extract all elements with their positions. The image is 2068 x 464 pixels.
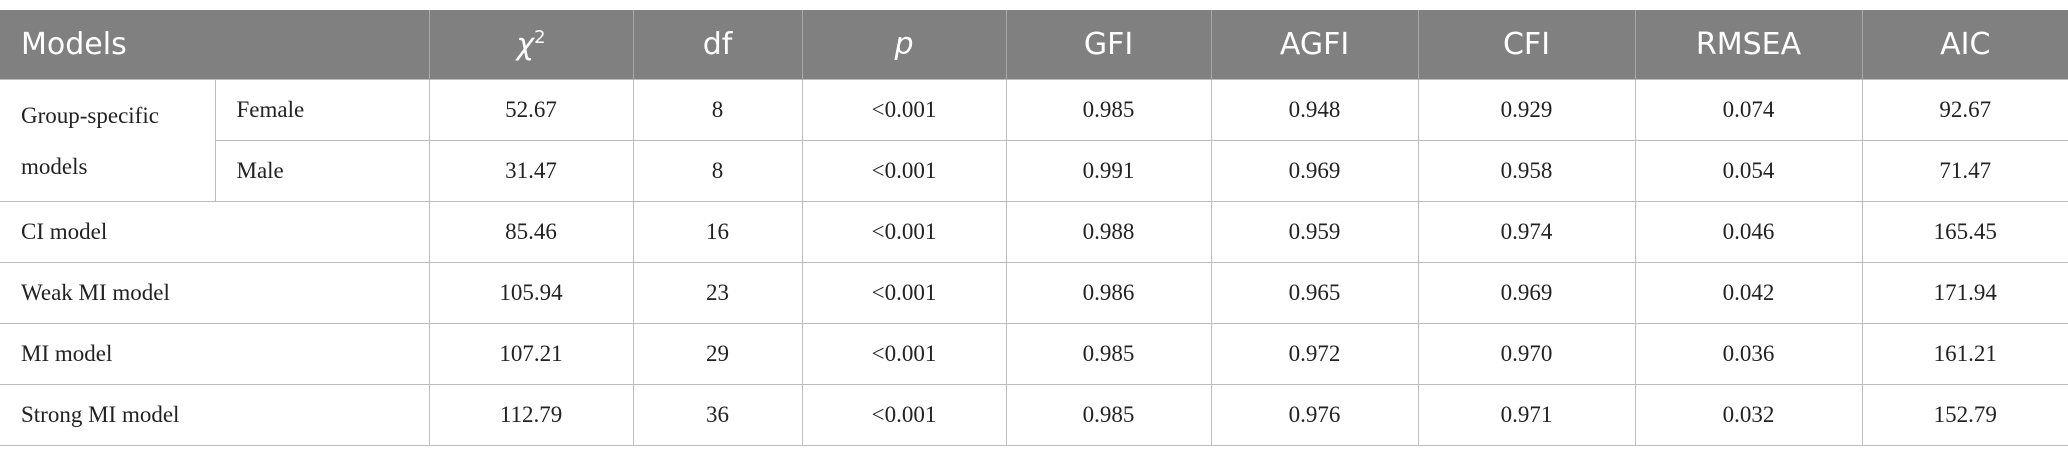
cell: 8: [632, 79, 803, 141]
cell: 0.042: [1634, 262, 1863, 324]
column-header: Models: [0, 10, 430, 80]
cell: 0.976: [1210, 384, 1419, 446]
cell: 0.985: [1005, 79, 1212, 141]
cell: 0.986: [1005, 262, 1212, 324]
header-row: Models χ2 df p GFI AGFI CFI RMSEA AIC: [0, 10, 2068, 80]
table-row: Weak MI model 105.94 23 <0.001 0.986 0.965 0.9…: [0, 262, 2068, 324]
cell: <0.001: [801, 79, 1007, 141]
table-row: CI model 85.46 16 <0.001 0.988 0.959 0.974 0.04…: [0, 201, 2068, 263]
column-header: AIC: [1861, 10, 2068, 80]
cell: 0.929: [1417, 79, 1636, 141]
cell: 0.074: [1634, 79, 1863, 141]
cell: 0.969: [1417, 262, 1636, 324]
cell: 107.21: [428, 323, 634, 385]
cell: 0.970: [1417, 323, 1636, 385]
cell: <0.001: [801, 262, 1007, 324]
column-header: df: [632, 10, 803, 80]
column-header: p: [801, 10, 1007, 80]
cell: 0.948: [1210, 79, 1419, 141]
cell: 0.046: [1634, 201, 1863, 263]
cell: 165.45: [1861, 201, 2068, 263]
cell: 0.991: [1005, 140, 1212, 202]
cell: 8: [632, 140, 803, 202]
column-header-sup: 2: [534, 27, 546, 48]
cell: 105.94: [428, 262, 634, 324]
row-label: Weak MI model: [0, 262, 430, 324]
cell: <0.001: [801, 384, 1007, 446]
column-header: CFI: [1417, 10, 1636, 80]
cell: 0.959: [1210, 201, 1419, 263]
cell: 0.971: [1417, 384, 1636, 446]
cell: 0.958: [1417, 140, 1636, 202]
cell: 0.032: [1634, 384, 1863, 446]
cell: 52.67: [428, 79, 634, 141]
cell: <0.001: [801, 140, 1007, 202]
row-label: MI model: [0, 323, 430, 385]
column-header: AGFI: [1210, 10, 1419, 80]
row-label: Male: [215, 140, 430, 202]
cell: 31.47: [428, 140, 634, 202]
cell: 0.054: [1634, 140, 1863, 202]
cell: 0.972: [1210, 323, 1419, 385]
cell: 112.79: [428, 384, 634, 446]
cell: 171.94: [1861, 262, 2068, 324]
cell: 0.985: [1005, 384, 1212, 446]
cell: 85.46: [428, 201, 634, 263]
cell: 0.969: [1210, 140, 1419, 202]
cell: 23: [632, 262, 803, 324]
cell: <0.001: [801, 323, 1007, 385]
table-row: Male 31.47 8 <0.001 0.991 0.969 0.958 0.054 71.4…: [0, 140, 2068, 202]
cell: 0.965: [1210, 262, 1419, 324]
cell: 161.21: [1861, 323, 2068, 385]
fit-table: Models χ2 df p GFI AGFI CFI RMSEA AIC Group-spec…: [0, 10, 2068, 446]
cell: 92.67: [1861, 79, 2068, 141]
column-header: GFI: [1005, 10, 1212, 80]
row-label: CI model: [0, 201, 430, 263]
group-label: Group-specific models: [0, 79, 216, 202]
table-row: Group-specific models Female 52.67 8 <0.001 0…: [0, 79, 2068, 202]
cell: 16: [632, 201, 803, 263]
table-body: Group-specific models Female 52.67 8 <0.001 0…: [0, 79, 2068, 446]
cell: 0.974: [1417, 201, 1636, 263]
cell: 0.036: [1634, 323, 1863, 385]
row-label: Female: [214, 79, 430, 141]
column-header-text: χ: [516, 27, 535, 62]
row-label: Strong MI model: [0, 384, 430, 446]
cell: 0.988: [1005, 201, 1212, 263]
cell: <0.001: [801, 201, 1007, 263]
column-header: RMSEA: [1634, 10, 1863, 80]
column-header: χ2: [428, 10, 634, 80]
cell: 71.47: [1861, 140, 2068, 202]
cell: 0.985: [1005, 323, 1212, 385]
cell: 36: [632, 384, 803, 446]
table-row: Strong MI model 112.79 36 <0.001 0.985 0.976 0…: [0, 384, 2068, 446]
table-row: MI model 107.21 29 <0.001 0.985 0.972 0.970 0.0…: [0, 323, 2068, 385]
cell: 29: [632, 323, 803, 385]
cell: 152.79: [1861, 384, 2068, 446]
